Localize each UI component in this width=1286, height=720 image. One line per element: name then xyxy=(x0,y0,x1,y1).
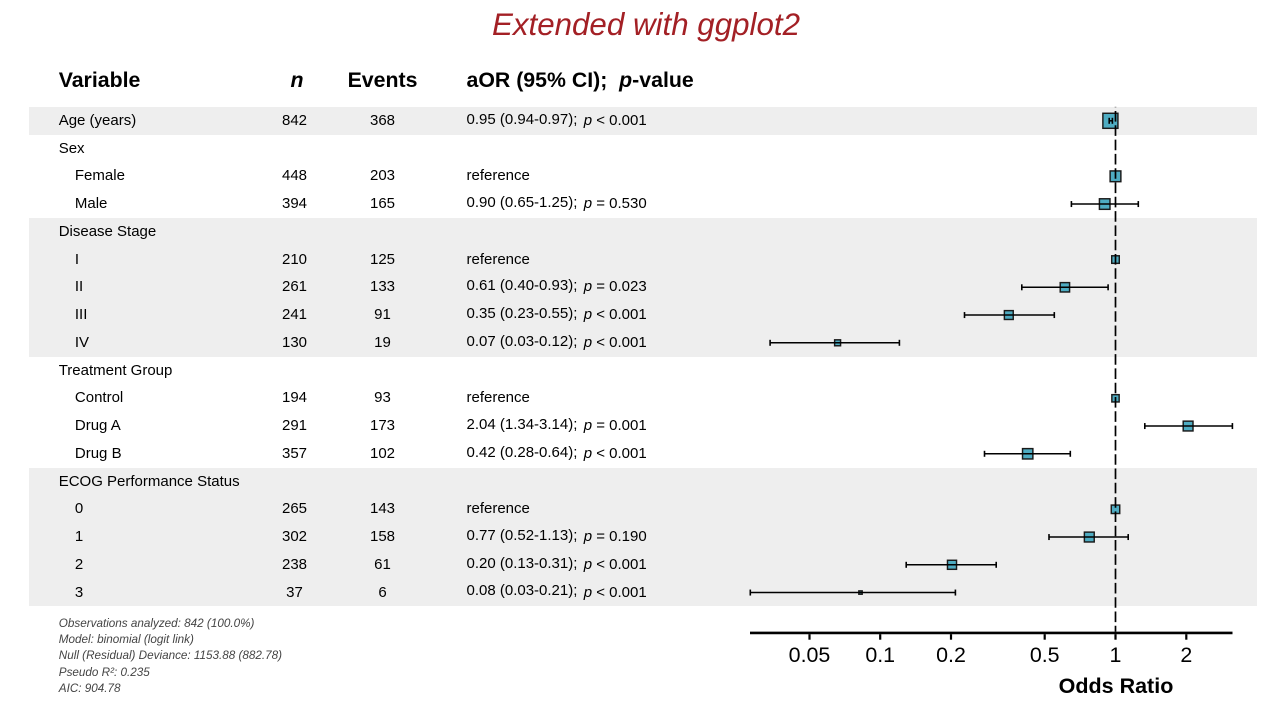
svg-text:1: 1 xyxy=(1110,643,1122,667)
svg-text:0.05: 0.05 xyxy=(789,643,831,667)
svg-text:2: 2 xyxy=(1180,643,1192,667)
svg-text:Odds Ratio: Odds Ratio xyxy=(1059,674,1174,698)
svg-text:0.5: 0.5 xyxy=(1030,643,1060,667)
svg-text:0.1: 0.1 xyxy=(865,643,895,667)
svg-text:0.2: 0.2 xyxy=(936,643,966,667)
